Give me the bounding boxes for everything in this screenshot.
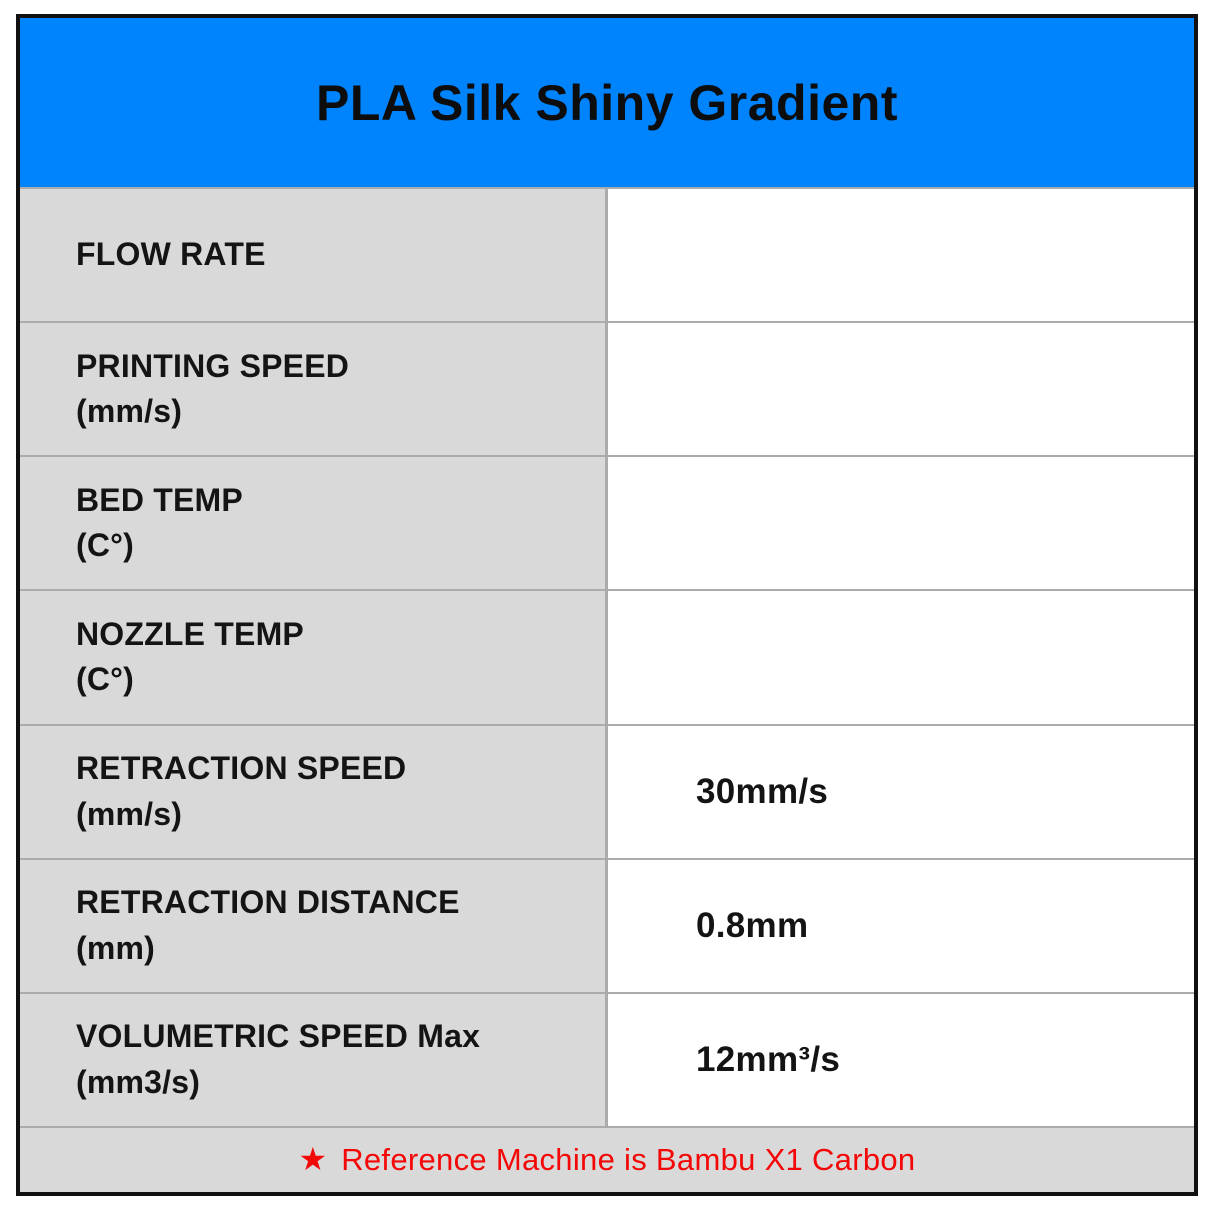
row-value-cell: 30mm/s [605,725,1194,858]
row-value: 12mm³/s [696,1039,841,1079]
row-label: RETRACTION DISTANCE [76,884,460,921]
row-unit: (mm/s) [76,393,183,430]
row-unit: (mm/s) [76,795,183,832]
row-unit: (mm) [76,929,156,966]
row-label: NOZZLE TEMP [76,616,304,653]
row-value-cell [605,323,1194,456]
row-label: FLOW RATE [76,236,266,273]
row-value: 0.8mm [696,905,809,945]
footer-note-text: Reference Machine is Bambu X1 Carbon [341,1142,916,1177]
star-icon: ★ [298,1141,328,1177]
row-unit: (C°) [76,661,135,698]
spec-table: FLOW RATE PRINTING SPEED (mm/s) BED TEMP… [20,187,1194,1126]
row-label-cell: BED TEMP (C°) [20,457,605,590]
table-row-retraction-distance: RETRACTION DISTANCE (mm) 0.8mm [20,857,1194,992]
table-row-retraction-speed: RETRACTION SPEED (mm/s) 30mm/s [20,723,1194,858]
row-value-cell [605,457,1194,590]
page-title: PLA Silk Shiny Gradient [316,74,898,131]
row-value-cell: 0.8mm [605,859,1194,992]
row-unit: (mm3/s) [76,1063,201,1100]
row-value-cell: 12mm³/s [605,993,1194,1126]
row-label-cell: RETRACTION DISTANCE (mm) [20,859,605,992]
row-label: PRINTING SPEED [76,347,350,384]
row-label-cell: FLOW RATE [20,189,605,322]
title-bar: PLA Silk Shiny Gradient [20,18,1194,187]
row-value-cell [605,189,1194,322]
row-label: BED TEMP [76,481,243,518]
spec-sheet: PLA Silk Shiny Gradient FLOW RATE PRINTI… [16,14,1198,1196]
row-label: VOLUMETRIC SPEED Max [76,1018,481,1055]
table-row-volumetric-speed: VOLUMETRIC SPEED Max (mm3/s) 12mm³/s [20,991,1194,1126]
footer-note: ★ Reference Machine is Bambu X1 Carbon [20,1126,1194,1192]
row-label-cell: NOZZLE TEMP (C°) [20,591,605,724]
row-unit: (C°) [76,527,135,564]
table-row-nozzle-temp: NOZZLE TEMP (C°) [20,589,1194,724]
row-value-cell [605,591,1194,724]
row-value: 30mm/s [696,771,829,811]
table-row-flow-rate: FLOW RATE [20,187,1194,322]
table-row-printing-speed: PRINTING SPEED (mm/s) [20,321,1194,456]
row-label-cell: VOLUMETRIC SPEED Max (mm3/s) [20,993,605,1126]
table-row-bed-temp: BED TEMP (C°) [20,455,1194,590]
row-label-cell: RETRACTION SPEED (mm/s) [20,725,605,858]
row-label: RETRACTION SPEED [76,750,407,787]
row-label-cell: PRINTING SPEED (mm/s) [20,323,605,456]
